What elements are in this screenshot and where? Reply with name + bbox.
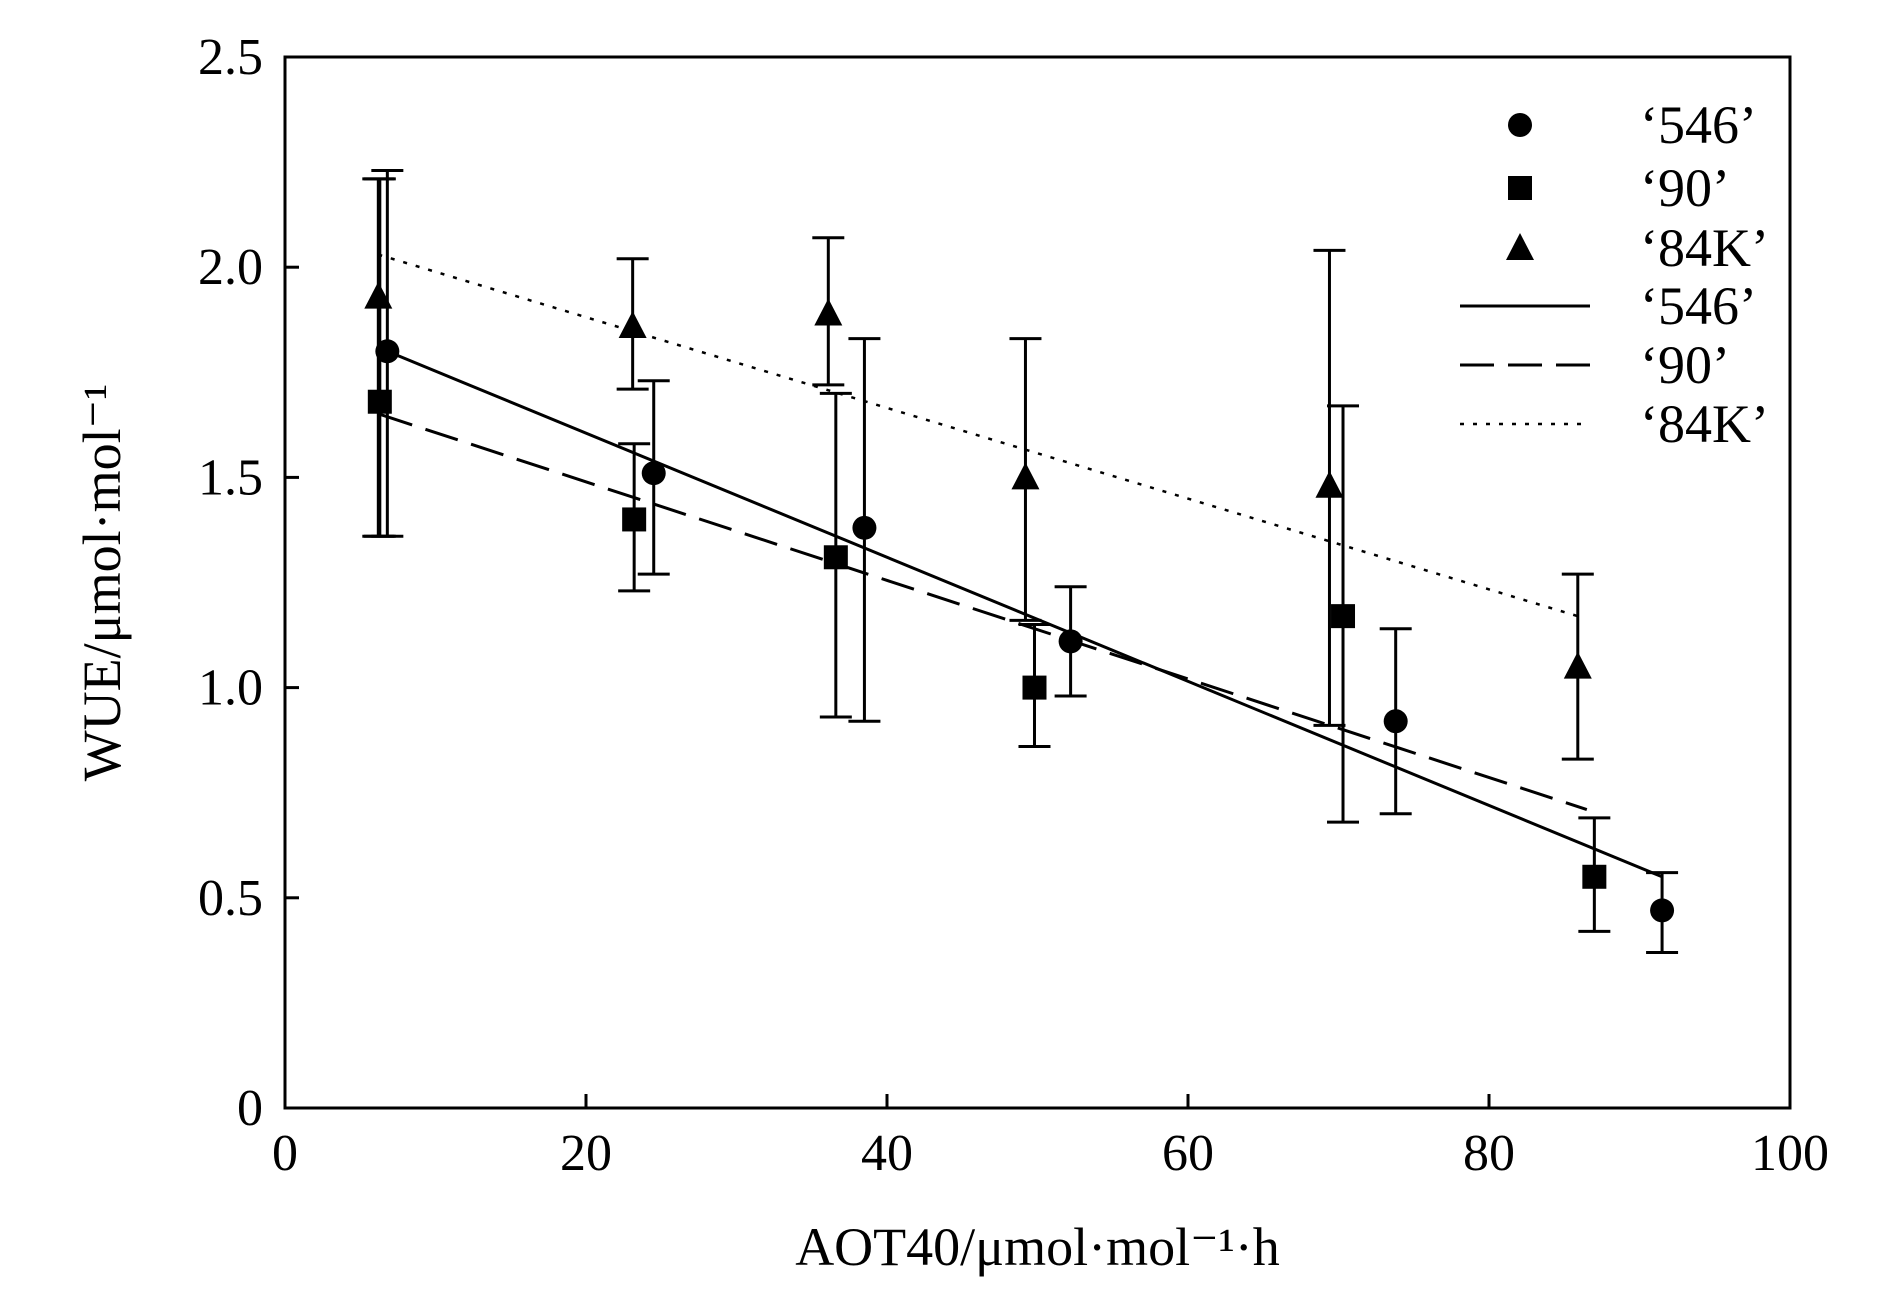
y-tick-label: 1.0 [198,660,263,717]
data-point-square [823,545,848,570]
legend-label: ‘84K’ [1640,394,1769,454]
x-tick-label: 80 [1463,1125,1515,1182]
data-point-triangle [814,298,843,326]
x-tick-label: 0 [272,1125,298,1182]
legend-label: ‘90’ [1640,158,1730,218]
data-point-triangle [618,311,647,339]
fit-line-1 [379,412,1588,811]
data-point-square [367,389,392,414]
x-tick-label: 60 [1162,1125,1214,1182]
y-tick-label: 0 [237,1080,263,1137]
data-point-circle [1383,709,1408,734]
data-point-triangle [1315,470,1344,498]
plot-frame [283,55,1792,1110]
data-point-square [1582,864,1607,889]
y-tick-label: 2.0 [198,239,263,296]
legend-label: ‘546’ [1640,95,1757,155]
y-tick-label: 1.5 [198,449,263,506]
x-tick-label: 20 [560,1125,612,1182]
x-tick-label: 40 [861,1125,913,1182]
data-point-triangle [364,281,393,309]
data-point-circle [1058,629,1083,654]
data-point-triangle [1563,651,1592,679]
y-axis-title: WUE/μmol·mol⁻¹ [72,384,132,782]
data-point-square [1022,675,1047,700]
y-tick-label: 0.5 [198,870,263,927]
x-axis-title: AOT40/μmol·mol⁻¹·h [795,1217,1280,1277]
data-point-circle [375,339,400,364]
data-point-triangle [1011,462,1040,490]
y-tick-label: 2.5 [198,29,263,86]
data-point-square [622,507,647,532]
legend-label: ‘84K’ [1640,218,1769,278]
data-point-circle [852,515,877,540]
legend-marker-triangle [1506,233,1534,260]
legend-label: ‘546’ [1640,276,1757,336]
legend-label: ‘90’ [1640,335,1730,395]
x-tick-label: 100 [1751,1125,1829,1182]
fit-line-2 [377,253,1579,618]
data-point-circle [641,461,666,486]
legend-marker-square [1508,176,1532,200]
data-point-circle [1650,898,1675,923]
data-point-square [1331,604,1356,629]
legend-marker-circle [1508,113,1532,137]
